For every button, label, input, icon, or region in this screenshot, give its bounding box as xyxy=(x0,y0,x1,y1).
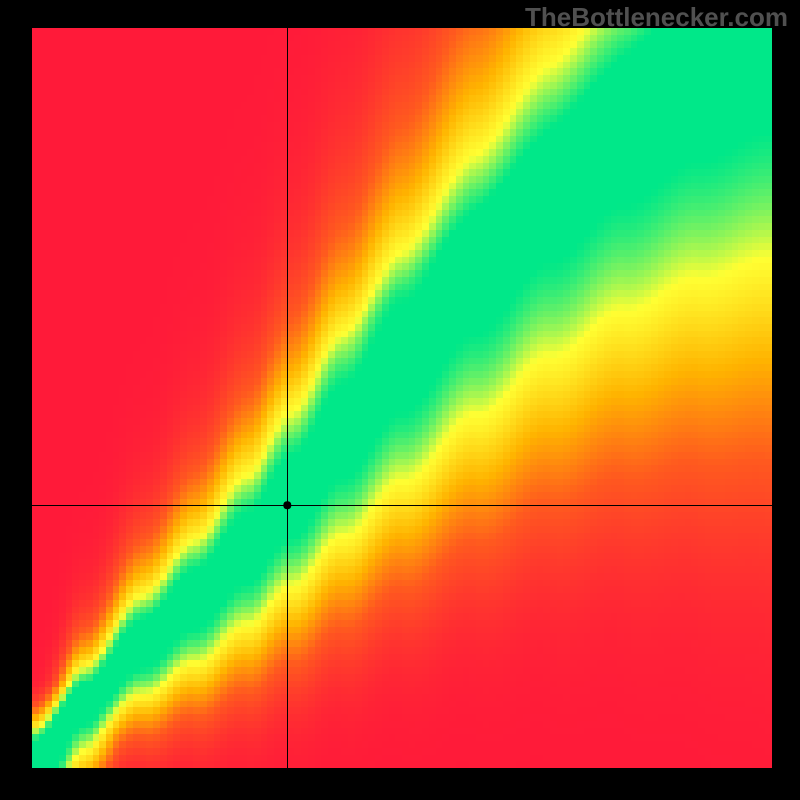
bottleneck-heatmap-canvas xyxy=(0,0,800,800)
watermark-label: TheBottlenecker.com xyxy=(525,2,788,33)
chart-container: TheBottlenecker.com xyxy=(0,0,800,800)
